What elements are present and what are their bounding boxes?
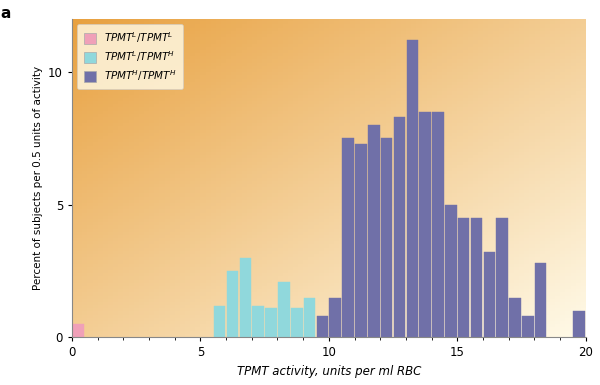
Bar [535,263,547,338]
Bar [253,306,264,338]
Bar [574,311,585,338]
Bar [484,253,495,338]
Bar [343,138,354,338]
Bar [317,316,328,338]
Bar [278,282,290,338]
Bar [291,308,302,338]
Bar [265,308,277,338]
Legend: $\it{TPMT}$$^{L}$$\it{/TPMT}$$^{L}$, $\it{TPMT}$$^{L}$$\it{/TPMT}$$^{H}$, $\it{T: $\it{TPMT}$$^{L}$$\it{/TPMT}$$^{L}$, $\i… [77,24,183,89]
Bar [73,324,84,338]
Bar [214,306,226,338]
Bar [419,112,431,338]
Bar [304,298,316,338]
Bar [509,298,521,338]
Bar [329,298,341,338]
Bar [458,218,469,338]
Bar [227,271,238,338]
Bar [445,205,457,338]
Bar [432,112,444,338]
Bar [496,218,508,338]
Bar [355,144,367,338]
Bar [368,125,380,338]
Bar [394,117,405,338]
Bar [407,40,418,338]
Bar [471,218,482,338]
Bar [522,316,533,338]
Y-axis label: Percent of subjects per 0.5 units of activity: Percent of subjects per 0.5 units of act… [32,66,43,290]
Bar [381,138,392,338]
X-axis label: TPMT activity, units per ml RBC: TPMT activity, units per ml RBC [236,365,421,378]
Text: a: a [0,6,11,21]
Bar [239,258,251,338]
